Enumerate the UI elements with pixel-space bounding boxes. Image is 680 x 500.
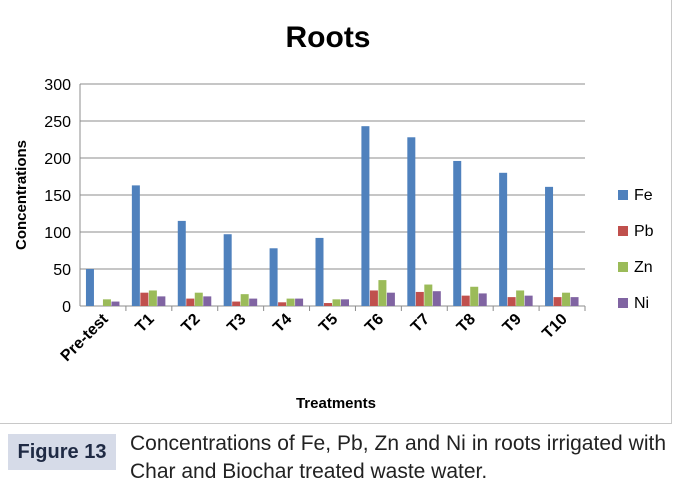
bar-zn: [424, 284, 433, 306]
y-tick-label: 300: [44, 77, 71, 94]
bar-zn: [332, 299, 341, 306]
bar-fe: [85, 269, 94, 306]
x-tick-label: T2: [178, 311, 203, 336]
bar-fe: [499, 172, 508, 306]
y-tick-label: 200: [44, 151, 71, 168]
figure-caption-text: Concentrations of Fe, Pb, Zn and Ni in r…: [130, 432, 666, 483]
bar-zn: [240, 294, 249, 306]
legend-label-pb: Pb: [634, 223, 654, 240]
bar-pb: [369, 290, 378, 306]
chart-frame: [0, 0, 672, 424]
legend-label-fe: Fe: [634, 187, 653, 204]
y-axis-label: Concentrations: [13, 140, 30, 250]
bar-pb: [461, 295, 470, 306]
bar-fe: [177, 220, 186, 306]
x-tick-label: T5: [316, 311, 341, 336]
bar-zn: [562, 292, 571, 306]
legend-swatch-ni: [618, 298, 628, 308]
bar-fe: [545, 186, 554, 306]
bar-fe: [223, 234, 232, 306]
bar-zn: [378, 280, 387, 306]
bar-fe: [453, 160, 462, 306]
y-tick-label: 0: [62, 299, 71, 316]
x-tick-label: T10: [539, 311, 571, 343]
bar-ni: [341, 299, 349, 306]
legend-swatch-pb: [618, 226, 628, 236]
chart-title: Roots: [286, 21, 371, 54]
x-tick-label: T3: [224, 311, 249, 336]
bar-ni: [570, 297, 579, 306]
x-tick-label: Pre-test: [58, 310, 113, 365]
bar-ni: [111, 301, 120, 306]
x-axis-label: Treatments: [296, 395, 376, 412]
bar-zn: [194, 292, 203, 306]
bar-ni: [386, 292, 395, 306]
bar-ni: [157, 296, 166, 306]
y-tick-label: 250: [44, 114, 71, 131]
bar-zn: [286, 298, 295, 306]
bar-zn: [470, 286, 479, 306]
x-tick-label: T4: [270, 311, 295, 336]
bar-ni: [295, 298, 304, 306]
legend-swatch-fe: [618, 190, 628, 200]
bar-ni: [432, 291, 441, 306]
x-tick-label: T8: [454, 311, 479, 336]
bar-pb: [507, 297, 516, 306]
bar-fe: [361, 126, 370, 307]
bar-fe: [407, 137, 416, 306]
bar-ni: [203, 296, 212, 306]
bar-zn: [102, 299, 111, 306]
x-tick-label: T9: [500, 311, 525, 336]
bar-fe: [315, 237, 324, 306]
x-tick-label: T6: [362, 311, 387, 336]
bar-pb: [140, 292, 149, 306]
figure-caption: Figure 13 Concentrations of Fe, Pb, Zn a…: [8, 430, 668, 490]
bar-ni: [478, 293, 487, 306]
y-tick-label: 50: [53, 262, 71, 279]
figure-label: Figure 13: [8, 434, 116, 470]
legend-swatch-zn: [618, 262, 628, 272]
y-tick-label: 100: [44, 225, 71, 242]
x-tick-label: T1: [132, 311, 157, 336]
bar-zn: [516, 290, 525, 306]
bar-pb: [553, 297, 562, 306]
bar-pb: [232, 301, 241, 306]
bar-pb: [278, 302, 287, 306]
legend-label-ni: Ni: [634, 295, 649, 312]
bar-ni: [524, 295, 533, 306]
y-tick-label: 150: [44, 188, 71, 205]
bar-fe: [269, 248, 278, 306]
legend-label-zn: Zn: [634, 259, 653, 276]
bar-pb: [415, 291, 424, 306]
bar-chart: Roots 0 50 100 150 200 250 300 Concentrations Tre…: [13, 21, 654, 412]
x-tick-label: T7: [408, 311, 433, 336]
bar-pb: [324, 303, 332, 306]
bar-fe: [131, 185, 140, 306]
bar-ni: [249, 298, 258, 306]
bar-zn: [148, 290, 157, 306]
bar-pb: [186, 298, 195, 306]
